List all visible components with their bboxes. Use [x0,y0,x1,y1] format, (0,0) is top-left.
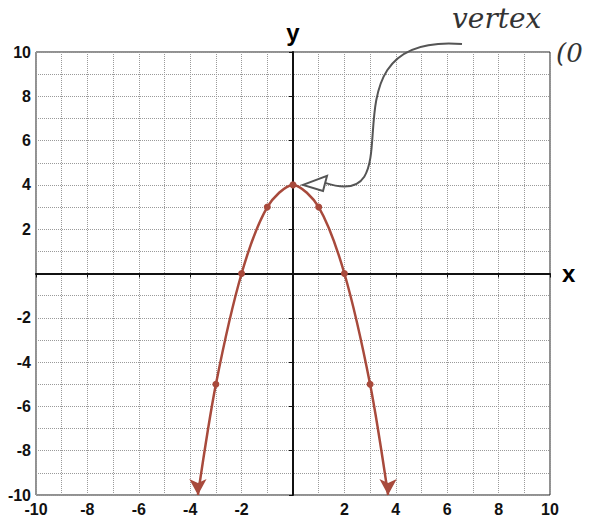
svg-text:4: 4 [22,176,31,193]
svg-text:-10: -10 [7,486,31,504]
svg-text:-4: -4 [17,354,31,371]
svg-text:2: 2 [22,221,31,238]
svg-text:6: 6 [443,501,452,517]
svg-text:(0: (0 [556,38,583,68]
svg-text:6: 6 [22,132,31,149]
svg-text:2: 2 [340,501,349,517]
svg-text:8: 8 [494,501,503,517]
svg-text:-10: -10 [24,501,47,517]
svg-text:-2: -2 [17,309,31,326]
svg-text:-8: -8 [80,501,94,517]
svg-text:-2: -2 [234,501,248,517]
svg-text:-6: -6 [132,501,146,517]
svg-text:8: 8 [22,88,31,105]
svg-text:x: x [562,260,576,287]
svg-text:y: y [286,19,300,46]
svg-text:4: 4 [391,501,400,517]
svg-text:-6: -6 [17,398,31,415]
svg-text:10: 10 [541,501,559,517]
svg-text:-4: -4 [183,501,197,517]
svg-text:10: 10 [13,44,31,61]
svg-text:vertex: vertex [452,2,542,35]
svg-text:-8: -8 [17,442,31,459]
